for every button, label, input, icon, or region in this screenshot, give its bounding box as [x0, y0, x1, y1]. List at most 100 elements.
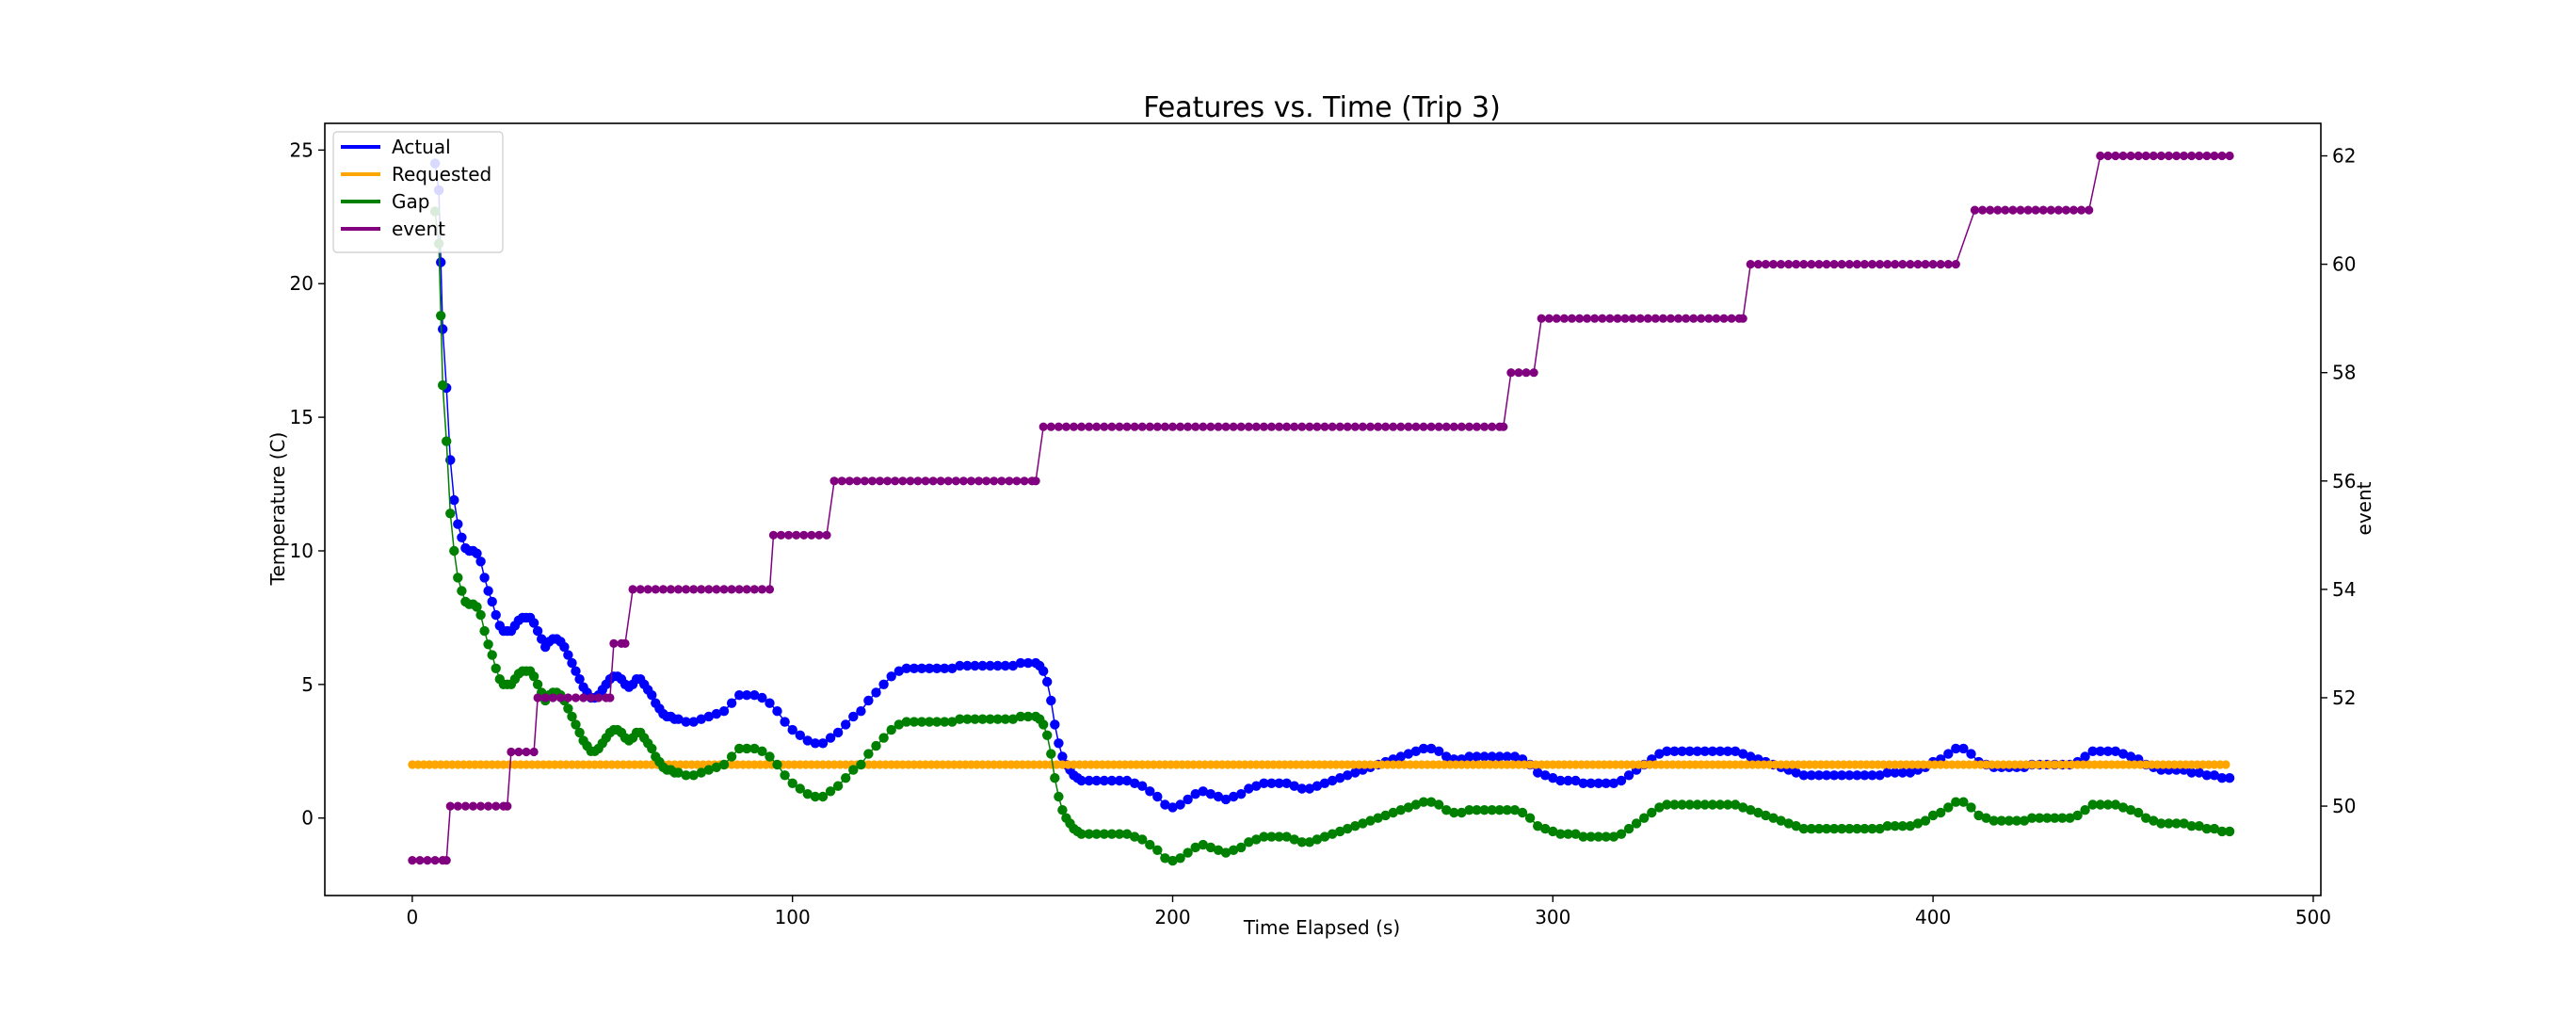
data-point	[1259, 831, 1269, 842]
data-point	[1046, 749, 1056, 759]
data-point	[817, 738, 829, 749]
data-point	[1388, 807, 1398, 818]
data-point	[757, 692, 767, 703]
data-point	[1015, 657, 1026, 669]
data-point	[1038, 719, 1049, 730]
data-point	[2053, 205, 2063, 215]
data-point	[2156, 818, 2166, 829]
data-point	[2225, 151, 2234, 161]
data-point	[445, 801, 455, 811]
data-point	[848, 765, 859, 775]
data-point	[438, 379, 448, 391]
data-point	[2141, 813, 2151, 823]
data-point	[423, 856, 432, 865]
data-point	[475, 609, 486, 621]
data-point	[1190, 842, 1200, 853]
data-point	[1605, 314, 1615, 323]
data-point	[2126, 151, 2135, 161]
data-point	[1570, 775, 1581, 786]
data-point	[1327, 829, 1338, 839]
data-point	[712, 585, 721, 594]
data-point	[1746, 260, 1755, 269]
data-point	[696, 767, 706, 778]
data-point	[2125, 751, 2136, 762]
data-point	[928, 476, 938, 486]
data-point	[822, 530, 831, 540]
data-point	[1022, 711, 1034, 722]
data-point	[1822, 260, 1831, 269]
data-point	[1996, 815, 2006, 826]
data-point	[1107, 422, 1117, 431]
data-point	[2035, 813, 2045, 823]
data-point	[1677, 799, 1687, 810]
y-tick-label-left: 10	[290, 540, 314, 562]
data-point	[1335, 826, 1345, 837]
data-point	[1730, 746, 1741, 756]
data-point	[878, 679, 889, 689]
data-point	[673, 585, 684, 594]
data-point	[1389, 422, 1398, 431]
data-point	[784, 530, 794, 540]
data-point	[1821, 770, 1832, 781]
data-point	[1548, 826, 1558, 837]
data-point	[1791, 767, 1801, 778]
data-point	[1548, 773, 1558, 783]
data-point	[2164, 818, 2174, 829]
data-point	[1266, 831, 1277, 842]
data-point	[1689, 314, 1699, 323]
x-tick-label: 500	[2295, 906, 2331, 928]
data-point	[1761, 810, 1771, 821]
data-point	[2072, 810, 2083, 821]
data-point	[1616, 829, 1627, 839]
data-point	[1213, 845, 1224, 855]
data-point	[1244, 783, 1254, 794]
data-point	[894, 666, 904, 676]
x-axis: 0 100 200 300 400 500	[407, 896, 2331, 928]
data-point	[1289, 781, 1299, 791]
data-point	[1220, 848, 1232, 858]
data-point	[1575, 314, 1585, 323]
data-point	[1860, 823, 1870, 834]
data-point	[2080, 805, 2090, 815]
data-point	[916, 663, 927, 673]
data-point	[1449, 807, 1459, 818]
data-point	[1578, 831, 1588, 842]
data-point	[571, 693, 581, 702]
data-point	[742, 743, 752, 754]
data-point	[2149, 815, 2159, 826]
data-point	[1365, 815, 1376, 826]
data-point	[1129, 831, 1140, 842]
data-point	[559, 641, 570, 653]
data-point	[1358, 422, 1367, 431]
data-point	[1091, 775, 1102, 786]
data-point	[970, 660, 980, 671]
data-point	[845, 476, 854, 486]
data-point	[2057, 813, 2068, 823]
series-requested	[408, 760, 2230, 769]
data-point	[1464, 422, 1474, 431]
data-point	[1662, 746, 1672, 756]
data-point	[1479, 805, 1489, 815]
data-point	[1920, 815, 1931, 826]
data-point	[780, 717, 790, 727]
data-point	[688, 770, 699, 781]
data-point	[867, 476, 877, 486]
data-point	[1792, 260, 1801, 269]
data-point	[2019, 815, 2030, 826]
data-point	[1684, 746, 1695, 756]
data-point	[1715, 799, 1726, 810]
data-point	[726, 751, 737, 762]
data-point	[1198, 786, 1209, 797]
data-point	[1494, 805, 1505, 815]
data-point	[1631, 818, 1642, 829]
y-axis-label-right: event	[2353, 481, 2375, 535]
data-point	[1578, 778, 1588, 788]
data-point	[1674, 314, 1683, 323]
data-point	[1897, 767, 1908, 778]
data-point	[2011, 815, 2022, 826]
data-point	[2085, 205, 2094, 215]
data-point	[2202, 151, 2212, 161]
data-point	[1152, 845, 1163, 855]
data-point	[1480, 422, 1489, 431]
data-point	[1228, 791, 1239, 802]
